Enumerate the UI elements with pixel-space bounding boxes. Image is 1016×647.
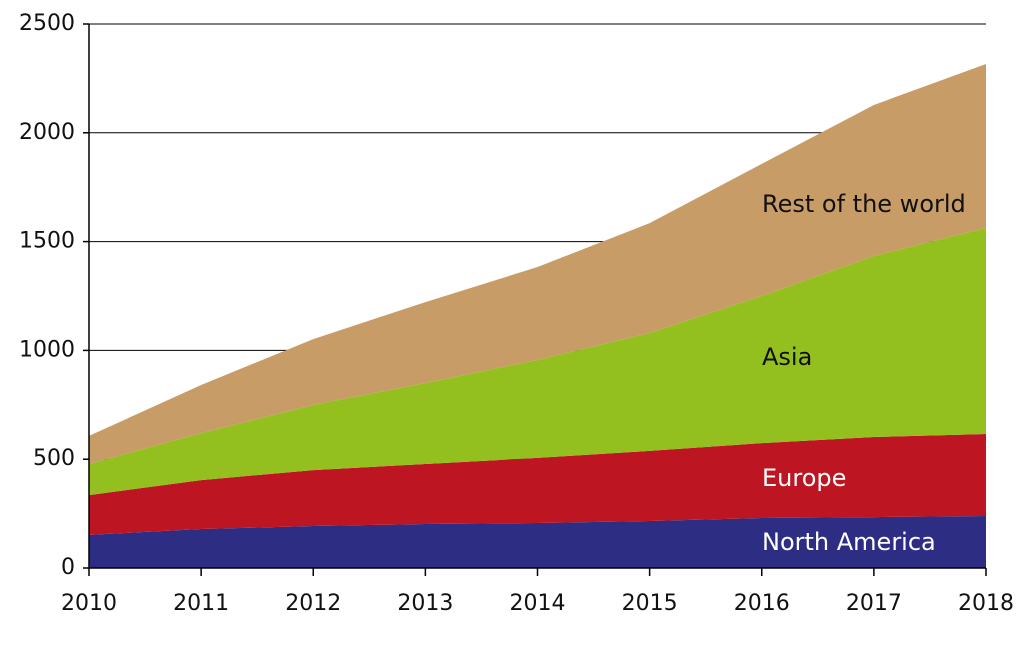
x-tick-label: 2010: [61, 591, 117, 616]
y-tick-label: 500: [33, 446, 75, 471]
series-label: Asia: [762, 343, 812, 371]
y-tick-label: 1500: [19, 229, 75, 254]
x-tick-label: 2013: [397, 591, 453, 616]
series-label: North America: [762, 528, 936, 556]
area: [89, 433, 986, 535]
y-tick-label: 0: [61, 555, 75, 580]
x-tick-label: 2018: [958, 591, 1014, 616]
x-tick-label: 2015: [622, 591, 678, 616]
y-tick-label: 1000: [19, 337, 75, 362]
area: [89, 515, 986, 568]
x-tick-label: 2011: [173, 591, 229, 616]
y-tick-label: 2500: [19, 11, 75, 36]
x-tick-label: 2017: [846, 591, 902, 616]
y-tick-label: 2000: [19, 120, 75, 145]
x-tick-label: 2012: [285, 591, 341, 616]
x-tick-label: 2016: [734, 591, 790, 616]
area: [89, 64, 986, 464]
series-label: Rest of the world: [762, 190, 966, 218]
area: [89, 227, 986, 496]
x-tick-label: 2014: [510, 591, 566, 616]
series-label: Europe: [762, 464, 846, 492]
